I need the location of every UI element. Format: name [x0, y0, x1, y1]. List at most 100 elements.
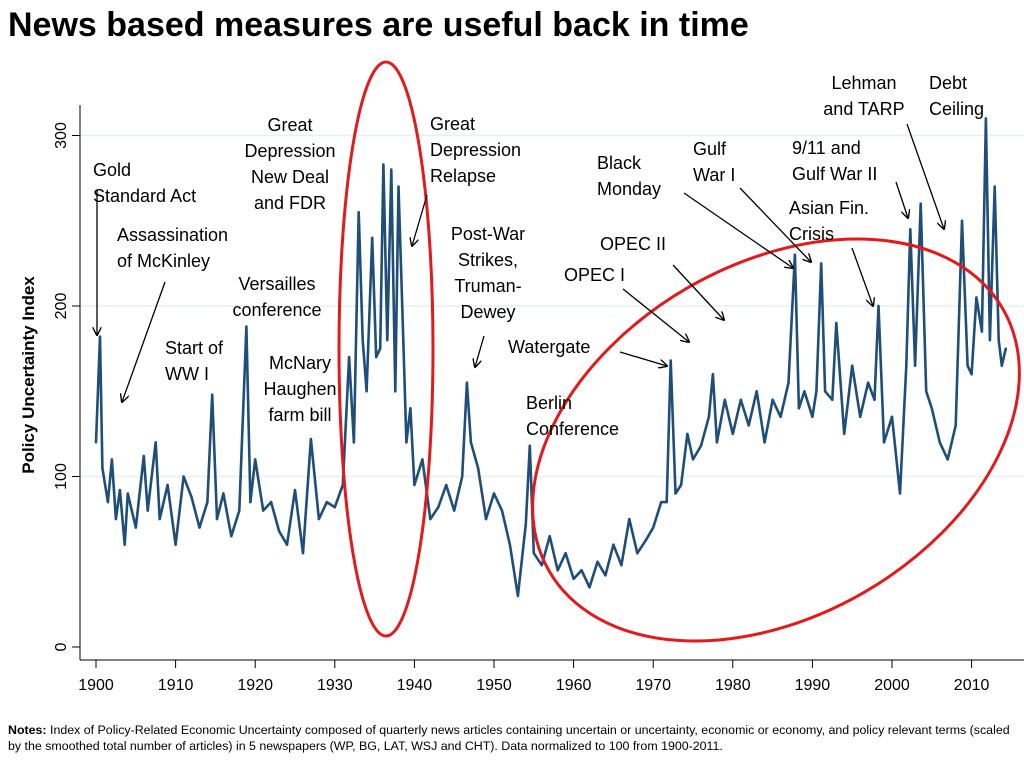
data-point — [190, 495, 193, 499]
data-point — [365, 390, 368, 393]
data-point — [572, 577, 575, 580]
data-point — [386, 338, 389, 342]
annotation-line: Haughen — [263, 379, 336, 399]
data-point — [317, 517, 321, 521]
annotation-label: Versailles conference — [232, 274, 321, 320]
data-point — [859, 415, 862, 418]
annotation-line: Standard Act — [93, 186, 196, 206]
data-point — [909, 228, 912, 231]
data-point — [843, 432, 846, 436]
data-point — [492, 492, 496, 495]
data-point — [405, 441, 408, 444]
data-point — [755, 390, 758, 393]
annotation-line: Gold — [93, 160, 131, 180]
data-point — [715, 441, 719, 444]
data-point — [679, 483, 683, 487]
post-war-ellipse — [531, 237, 1021, 643]
annotation-line: of McKinley — [117, 251, 210, 271]
data-point — [245, 325, 248, 328]
annotation-label: Start of WW I — [165, 338, 224, 384]
x-tick-label: 1990 — [795, 677, 831, 694]
annotation-line: OPEC I — [564, 265, 625, 285]
annotation-line: Asian Fin. — [789, 198, 869, 218]
data-point — [596, 560, 599, 563]
annotation-label: McNary Haughen farm bill — [263, 353, 336, 425]
data-point — [628, 517, 631, 521]
data-point — [532, 552, 535, 555]
annotation-label: Debt Ceiling — [929, 73, 984, 119]
data-point — [347, 355, 351, 359]
annotation-arrow — [475, 335, 485, 367]
data-point — [106, 500, 110, 504]
x-tick-label: 1950 — [476, 677, 512, 694]
annotation-line: Strikes, — [458, 250, 518, 270]
x-tick-label: 1970 — [635, 677, 671, 694]
data-point — [123, 543, 126, 546]
y-tick-label: 200 — [53, 293, 70, 320]
data-point — [866, 381, 870, 384]
series-line — [94, 117, 1008, 598]
highlight-ellipses — [337, 60, 1021, 643]
data-point — [357, 211, 360, 214]
data-point — [652, 526, 655, 529]
data-point — [469, 441, 473, 444]
data-point — [905, 364, 908, 367]
annotation-label: Black Monday — [597, 153, 661, 199]
data-point — [397, 185, 400, 188]
data-point — [110, 458, 114, 461]
data-point — [352, 441, 356, 444]
y-axis-title: Policy Uncertainty Index — [19, 276, 38, 474]
annotation-arrow — [622, 288, 689, 342]
data-point — [636, 552, 639, 555]
data-point — [984, 117, 988, 120]
annotation-label: Asian Fin. Crisis — [789, 198, 869, 244]
notes-text: Index of Policy-Related Economic Uncerta… — [8, 723, 1010, 753]
annotation-arrow — [895, 181, 908, 218]
data-point — [309, 437, 313, 441]
annotation-line: Monday — [597, 179, 661, 199]
data-point — [882, 441, 886, 444]
data-point — [215, 517, 219, 521]
data-point — [146, 509, 149, 512]
data-point — [375, 355, 378, 359]
data-point — [379, 347, 382, 350]
data-point — [409, 407, 412, 410]
data-point — [421, 458, 424, 461]
data-point — [142, 454, 145, 458]
data-point — [524, 523, 527, 526]
annotation-line: Debt — [929, 73, 967, 93]
data-point — [437, 506, 440, 509]
annotation-label: Assassination of McKinley — [117, 225, 228, 271]
annotation-line: War I — [693, 165, 735, 185]
data-point — [691, 458, 695, 461]
annotation-label: Lehman and TARP — [823, 73, 904, 119]
x-tick-label: 1930 — [317, 677, 353, 694]
annotation-line: WW I — [165, 364, 209, 384]
notes: Notes: Index of Policy-Related Economic … — [8, 722, 1016, 754]
annotation-line: Ceiling — [929, 99, 984, 119]
annotation-line: Conference — [526, 419, 619, 439]
annotation-label: Gold Standard Act — [93, 160, 196, 206]
annotation-line: Versailles — [238, 274, 315, 294]
data-point — [970, 373, 973, 376]
data-point — [919, 202, 922, 205]
data-point — [686, 432, 689, 436]
data-point — [429, 517, 432, 521]
x-tick-label: 2000 — [874, 677, 910, 694]
data-point — [134, 526, 137, 529]
data-point — [230, 535, 233, 538]
data-point — [564, 552, 567, 555]
data-point — [254, 458, 257, 461]
annotation-line: farm bill — [268, 405, 331, 425]
data-point — [126, 492, 129, 495]
annotation-line: McNary — [269, 353, 331, 373]
data-point — [811, 415, 814, 418]
data-point — [831, 398, 834, 401]
data-point — [873, 398, 876, 401]
x-tick-label: 1920 — [237, 677, 273, 694]
data-point — [390, 168, 393, 171]
annotation-arrow — [672, 264, 724, 320]
data-point — [787, 381, 790, 384]
data-point — [669, 359, 672, 362]
annotation-label: Watergate — [508, 337, 590, 357]
